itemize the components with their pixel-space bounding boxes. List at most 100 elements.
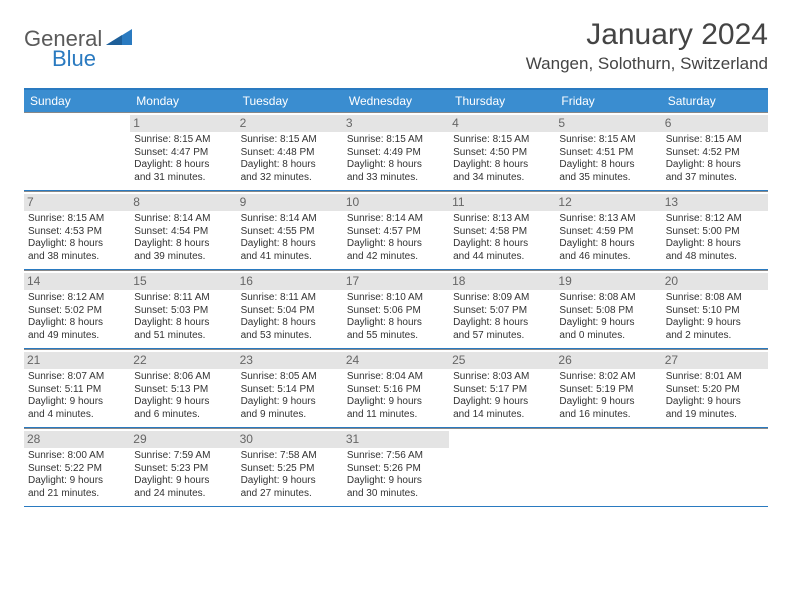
daylight-text: and 33 minutes. (347, 172, 445, 185)
sunrise-text: Sunrise: 8:02 AM (559, 371, 657, 384)
day-number: 3 (343, 115, 449, 132)
day-number: 28 (24, 431, 130, 448)
sunset-text: Sunset: 5:03 PM (134, 305, 232, 318)
sunset-text: Sunset: 5:16 PM (347, 384, 445, 397)
day-cell: 17Sunrise: 8:10 AMSunset: 5:06 PMDayligh… (343, 270, 449, 348)
sunset-text: Sunset: 5:20 PM (666, 384, 764, 397)
day-cell: 2Sunrise: 8:15 AMSunset: 4:48 PMDaylight… (237, 112, 343, 190)
sunrise-text: Sunrise: 8:12 AM (666, 213, 764, 226)
sunrise-text: Sunrise: 8:04 AM (347, 371, 445, 384)
day-cell: 27Sunrise: 8:01 AMSunset: 5:20 PMDayligh… (662, 349, 768, 427)
title-block: January 2024 Wangen, Solothurn, Switzerl… (526, 18, 768, 74)
day-number: 4 (449, 115, 555, 132)
daylight-text: and 4 minutes. (28, 409, 126, 422)
daylight-text: Daylight: 8 hours (453, 159, 551, 172)
daylight-text: and 39 minutes. (134, 251, 232, 264)
daylight-text: Daylight: 8 hours (241, 159, 339, 172)
daylight-text: and 16 minutes. (559, 409, 657, 422)
sunrise-text: Sunrise: 8:15 AM (241, 134, 339, 147)
day-cell: 8Sunrise: 8:14 AMSunset: 4:54 PMDaylight… (130, 191, 236, 269)
day-cell: 25Sunrise: 8:03 AMSunset: 5:17 PMDayligh… (449, 349, 555, 427)
sunset-text: Sunset: 5:19 PM (559, 384, 657, 397)
empty-cell (662, 428, 768, 506)
daylight-text: Daylight: 9 hours (559, 317, 657, 330)
daylight-text: Daylight: 8 hours (347, 159, 445, 172)
daylight-text: Daylight: 8 hours (134, 159, 232, 172)
day-cell: 15Sunrise: 8:11 AMSunset: 5:03 PMDayligh… (130, 270, 236, 348)
daylight-text: Daylight: 8 hours (666, 159, 764, 172)
day-number: 6 (662, 115, 768, 132)
day-cell: 11Sunrise: 8:13 AMSunset: 4:58 PMDayligh… (449, 191, 555, 269)
sunset-text: Sunset: 4:54 PM (134, 226, 232, 239)
day-number: 30 (237, 431, 343, 448)
daylight-text: Daylight: 8 hours (28, 238, 126, 251)
day-number: 1 (130, 115, 236, 132)
daylight-text: and 0 minutes. (559, 330, 657, 343)
sunset-text: Sunset: 5:26 PM (347, 463, 445, 476)
day-number: 25 (449, 352, 555, 369)
daylight-text: Daylight: 9 hours (453, 396, 551, 409)
sunset-text: Sunset: 5:02 PM (28, 305, 126, 318)
day-cell: 7Sunrise: 8:15 AMSunset: 4:53 PMDaylight… (24, 191, 130, 269)
day-number: 9 (237, 194, 343, 211)
day-number: 14 (24, 273, 130, 290)
week-row: 7Sunrise: 8:15 AMSunset: 4:53 PMDaylight… (24, 191, 768, 270)
day-cell: 14Sunrise: 8:12 AMSunset: 5:02 PMDayligh… (24, 270, 130, 348)
sunset-text: Sunset: 5:22 PM (28, 463, 126, 476)
sunset-text: Sunset: 4:49 PM (347, 147, 445, 160)
sunset-text: Sunset: 4:58 PM (453, 226, 551, 239)
sunrise-text: Sunrise: 7:59 AM (134, 450, 232, 463)
daylight-text: Daylight: 8 hours (453, 238, 551, 251)
sunset-text: Sunset: 5:06 PM (347, 305, 445, 318)
sunset-text: Sunset: 5:25 PM (241, 463, 339, 476)
daylight-text: Daylight: 9 hours (28, 396, 126, 409)
day-cell: 18Sunrise: 8:09 AMSunset: 5:07 PMDayligh… (449, 270, 555, 348)
day-number: 23 (237, 352, 343, 369)
day-number: 13 (662, 194, 768, 211)
day-cell: 10Sunrise: 8:14 AMSunset: 4:57 PMDayligh… (343, 191, 449, 269)
daylight-text: and 48 minutes. (666, 251, 764, 264)
daylight-text: and 30 minutes. (347, 488, 445, 501)
sunset-text: Sunset: 5:23 PM (134, 463, 232, 476)
empty-cell (449, 428, 555, 506)
sunset-text: Sunset: 4:53 PM (28, 226, 126, 239)
day-number: 11 (449, 194, 555, 211)
sunrise-text: Sunrise: 8:15 AM (134, 134, 232, 147)
daylight-text: Daylight: 8 hours (241, 317, 339, 330)
sunset-text: Sunset: 4:55 PM (241, 226, 339, 239)
sunrise-text: Sunrise: 8:11 AM (241, 292, 339, 305)
location-text: Wangen, Solothurn, Switzerland (526, 54, 768, 74)
daylight-text: Daylight: 9 hours (559, 396, 657, 409)
day-number: 20 (662, 273, 768, 290)
daylight-text: and 38 minutes. (28, 251, 126, 264)
daylight-text: and 27 minutes. (241, 488, 339, 501)
day-cell: 29Sunrise: 7:59 AMSunset: 5:23 PMDayligh… (130, 428, 236, 506)
daylight-text: and 32 minutes. (241, 172, 339, 185)
sunset-text: Sunset: 5:13 PM (134, 384, 232, 397)
empty-cell (555, 428, 661, 506)
day-number: 27 (662, 352, 768, 369)
daylight-text: and 55 minutes. (347, 330, 445, 343)
sunset-text: Sunset: 5:04 PM (241, 305, 339, 318)
day-number: 5 (555, 115, 661, 132)
day-header-tuesday: Tuesday (237, 90, 343, 112)
day-number: 10 (343, 194, 449, 211)
sunset-text: Sunset: 5:17 PM (453, 384, 551, 397)
empty-cell (24, 112, 130, 190)
daylight-text: Daylight: 8 hours (559, 238, 657, 251)
day-number: 29 (130, 431, 236, 448)
daylight-text: and 34 minutes. (453, 172, 551, 185)
daylight-text: and 57 minutes. (453, 330, 551, 343)
day-header-sunday: Sunday (24, 90, 130, 112)
daylight-text: Daylight: 9 hours (241, 475, 339, 488)
sunrise-text: Sunrise: 8:15 AM (347, 134, 445, 147)
day-number: 12 (555, 194, 661, 211)
daylight-text: and 19 minutes. (666, 409, 764, 422)
daylight-text: and 11 minutes. (347, 409, 445, 422)
day-cell: 16Sunrise: 8:11 AMSunset: 5:04 PMDayligh… (237, 270, 343, 348)
daylight-text: and 51 minutes. (134, 330, 232, 343)
sunset-text: Sunset: 5:00 PM (666, 226, 764, 239)
sunrise-text: Sunrise: 7:58 AM (241, 450, 339, 463)
sunrise-text: Sunrise: 8:12 AM (28, 292, 126, 305)
day-number: 21 (24, 352, 130, 369)
